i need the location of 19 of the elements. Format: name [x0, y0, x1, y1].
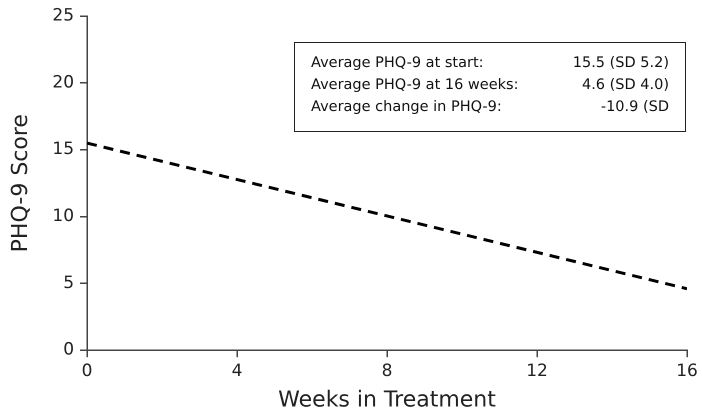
- annotation: 4.6 (SD 4.0): [580, 77, 669, 93]
- annotation: Average PHQ-9 at 16 weeks:: [311, 77, 520, 93]
- x-axis-title: Weeks in Treatment: [278, 388, 496, 413]
- x-tick-label: 12: [526, 360, 548, 381]
- x-tick-label: 0: [82, 360, 92, 381]
- annotation: Average change in PHQ-9:: [311, 99, 503, 115]
- y-tick-label: 20: [52, 72, 74, 92]
- annotation: -10.9 (SD: [600, 99, 669, 115]
- y-tick-label: 0: [63, 340, 74, 360]
- y-tick-label: 10: [52, 206, 74, 226]
- x-tick-label: 16: [676, 360, 698, 381]
- y-tick-label: 25: [52, 6, 74, 26]
- annotation: 15.5 (SD 5.2): [572, 55, 669, 71]
- y-axis-title: PHQ-9 Score: [8, 114, 33, 252]
- annotation: Average PHQ-9 at start:: [311, 55, 485, 71]
- y-tick-label: 5: [63, 272, 74, 293]
- y-tick-label: 15: [52, 139, 74, 160]
- x-tick-label: 8: [382, 360, 392, 381]
- x-tick-label: 4: [232, 360, 242, 381]
